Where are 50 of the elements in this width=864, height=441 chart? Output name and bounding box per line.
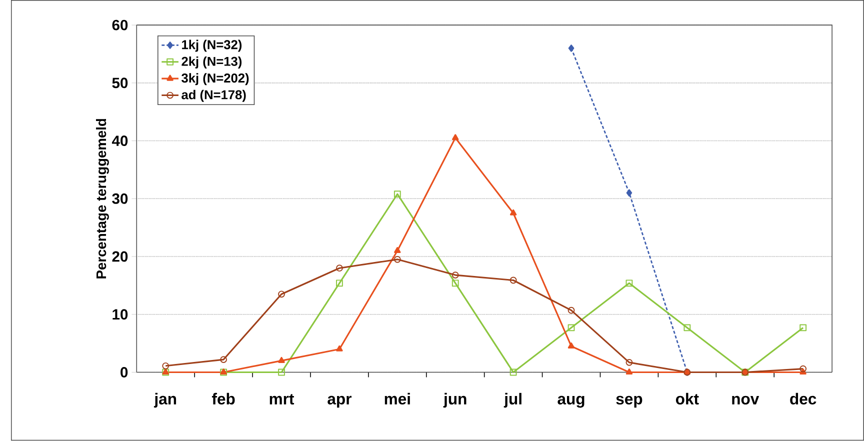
y-tick-label: 0 bbox=[120, 367, 128, 378]
point bbox=[452, 280, 459, 287]
point bbox=[394, 256, 401, 264]
point bbox=[568, 342, 575, 349]
x-tick-label: nov bbox=[732, 396, 760, 405]
point bbox=[684, 324, 691, 332]
point bbox=[626, 359, 633, 366]
point bbox=[278, 357, 285, 364]
x-tick-label: dec bbox=[790, 393, 816, 405]
y-tick-label: 20 bbox=[112, 251, 128, 262]
x-tick-label: sep bbox=[616, 396, 642, 408]
point bbox=[394, 190, 401, 198]
legend-label: 2kj (N=13) bbox=[182, 56, 242, 69]
point bbox=[278, 290, 285, 298]
point bbox=[220, 356, 228, 364]
point bbox=[278, 368, 285, 376]
point bbox=[510, 276, 517, 284]
y-axis-title: Percentage teruggemeld bbox=[96, 119, 109, 278]
point bbox=[394, 247, 401, 254]
y-tick-label: 50 bbox=[112, 78, 128, 88]
y-tick-label: 40 bbox=[112, 136, 128, 146]
legend-label: 3kj (N=202) bbox=[182, 73, 249, 86]
point bbox=[452, 134, 459, 140]
x-tick-label: feb bbox=[212, 393, 235, 405]
y-tick-label: 30 bbox=[112, 194, 128, 204]
point bbox=[568, 44, 574, 52]
point bbox=[452, 272, 459, 279]
point bbox=[626, 280, 633, 287]
point bbox=[510, 210, 517, 216]
x-tick-label: jul bbox=[504, 393, 522, 408]
x-tick-label: mei bbox=[384, 393, 410, 405]
y-tick-label: 60 bbox=[112, 20, 128, 30]
point bbox=[626, 368, 633, 375]
x-tick-label: mrt bbox=[270, 394, 294, 405]
point bbox=[800, 324, 807, 332]
x-tick-label: aug bbox=[558, 396, 584, 408]
x-tick-label: jun bbox=[443, 393, 466, 408]
legend-label: ad (N=178) bbox=[182, 90, 246, 102]
point bbox=[510, 368, 517, 376]
point bbox=[626, 189, 632, 197]
point bbox=[568, 324, 575, 332]
point bbox=[568, 307, 575, 314]
x-tick-label: okt bbox=[676, 393, 699, 405]
point bbox=[336, 264, 343, 272]
point bbox=[336, 280, 343, 287]
legend-label: 1kj (N=32) bbox=[182, 40, 242, 52]
point bbox=[336, 346, 343, 352]
x-tick-label: apr bbox=[328, 396, 352, 408]
y-tick-label: 10 bbox=[112, 309, 128, 320]
x-tick-label: jan bbox=[154, 393, 176, 408]
